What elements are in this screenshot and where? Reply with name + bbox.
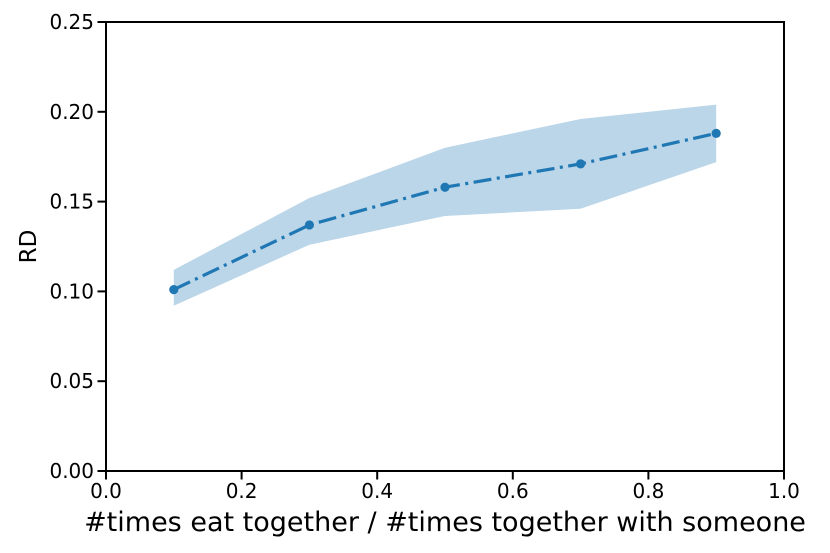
data-line-layer xyxy=(169,128,721,295)
axes-layer xyxy=(105,21,785,472)
x-tick-label: 0.2 xyxy=(226,479,258,503)
plot-border xyxy=(105,21,785,472)
data-point-marker xyxy=(576,159,586,169)
y-tick-label: 0.05 xyxy=(49,369,94,393)
x-tick-label: 0.0 xyxy=(90,479,122,503)
data-point-marker xyxy=(304,220,314,230)
ticks-layer: 0.0 0.2 0.4 0.6 0.8 1.0 0.00 0.05 0.10 0.15 0.20 0.… xyxy=(49,10,799,503)
x-axis-label: #times eat together / #times together wi… xyxy=(84,507,806,538)
y-tick-label: 0.25 xyxy=(49,10,94,34)
x-tick-label: 0.8 xyxy=(632,479,664,503)
y-axis-label: RD xyxy=(16,230,42,264)
y-tick-label: 0.20 xyxy=(49,100,94,124)
data-point-marker xyxy=(440,182,450,192)
x-tick-label: 0.6 xyxy=(497,479,529,503)
data-point-marker xyxy=(711,128,721,138)
x-tick-label: 0.4 xyxy=(361,479,393,503)
data-point-marker xyxy=(169,285,179,295)
y-tick-label: 0.10 xyxy=(49,279,94,303)
x-tick-label: 1.0 xyxy=(768,479,800,503)
confidence-band-layer xyxy=(173,104,717,306)
y-tick-label: 0.15 xyxy=(49,190,94,214)
confidence-band xyxy=(173,104,717,306)
y-tick-label: 0.00 xyxy=(49,459,94,483)
